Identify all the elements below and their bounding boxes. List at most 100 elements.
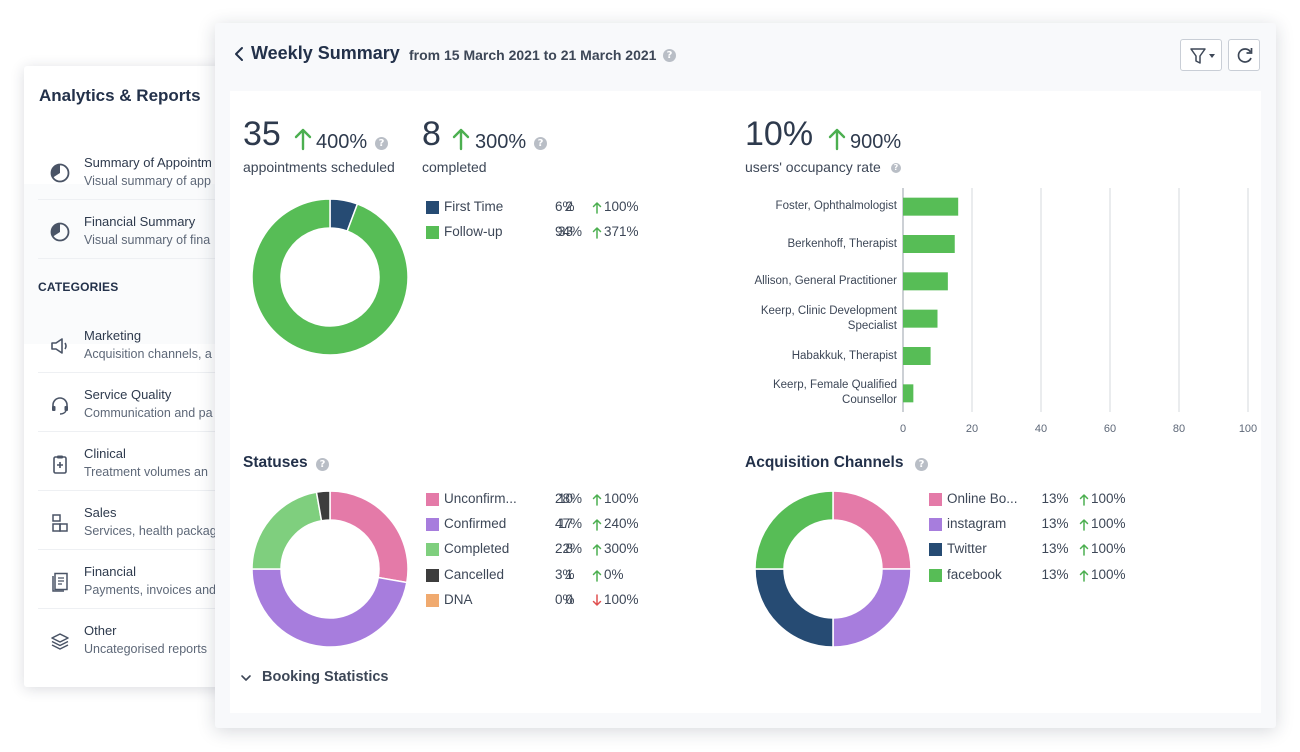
bar-category-label: Keerp, Clinic Development Specialist [760,304,897,332]
page-title: Weekly Summary [251,43,400,63]
bar[interactable] [903,309,938,328]
statuses-title: Statuses [243,454,308,471]
legend-item[interactable]: Follow-up 33 94% 371% [426,224,666,242]
legend-swatch [426,518,439,532]
legend-swatch [929,543,942,557]
donut-slice-instagram[interactable] [832,568,911,647]
chevron-left-icon[interactable] [233,45,245,63]
bar[interactable] [903,384,914,403]
legend-label: Twitter [947,541,987,557]
help-icon[interactable]: ? [375,137,388,150]
legend-percent: 3% [1049,541,1069,557]
panel-title: Analytics & Reports [39,86,201,105]
arrow-up-icon [592,519,602,531]
category-desc: Acquisition channels, a [84,347,212,361]
legend-label: First Time [444,199,504,214]
acquisition-title: Acquisition Channels [745,454,904,471]
bar-category-label: Foster, Ophthalmologist [775,200,897,213]
kpi-occupancy-label: users' occupancy rate [745,159,881,175]
legend-trend-value: 100% [604,199,639,214]
arrow-up-icon [828,128,846,151]
help-icon[interactable]: ? [316,458,329,471]
legend-swatch [426,201,439,214]
legend-item[interactable]: First Time 2 6% 100% [426,199,666,217]
category-marketing[interactable]: Marketing Acquisition channels, a [38,319,284,373]
invoice-icon [52,572,68,592]
help-icon[interactable]: ? [534,137,547,150]
help-icon[interactable]: ? [891,163,901,173]
filter-icon [1190,48,1215,64]
legend-swatch [929,493,942,506]
donut-slice-online-bo[interactable] [832,491,911,570]
category-clinical[interactable]: Clinical Treatment volumes an [38,437,284,491]
pie-chart-icon [50,222,70,242]
filter-button[interactable] [1180,39,1222,71]
report-item-appointments[interactable]: Summary of Appointm Visual summary of ap… [38,146,284,200]
legend-label: Confirmed [444,516,507,532]
category-sales[interactable]: Sales Services, health packag [38,496,284,550]
legend-count: 8 [565,541,573,557]
bar-category-label: Keerp, Female Qualified Counsellor [772,379,897,407]
category-financial[interactable]: Financial Payments, invoices and [38,555,284,609]
bar[interactable] [903,347,931,365]
arrow-up-icon [452,128,470,151]
summary-header: Weekly Summary from 15 March 2021 to 21 … [215,23,1276,89]
legend-label: instagram [947,516,1007,532]
legend-item[interactable]: Cancelled 1 3% 0% [426,567,666,585]
legend-percent: 3% [555,566,575,582]
donut-slice-confirmed[interactable] [252,568,408,647]
donut-slice-follow-up[interactable] [252,199,408,355]
report-item-financial-summary[interactable]: Financial Summary Visual summary of fina [38,205,284,259]
arrow-up-icon [294,128,312,151]
legend-label: DNA [444,591,473,607]
legend-trend-value: 100% [604,591,639,607]
arrow-down-icon [592,594,602,606]
megaphone-icon [51,338,67,354]
category-service-quality[interactable]: Service Quality Communication and pa [38,378,284,432]
legend-item[interactable]: instagram 1 3% 100% [929,516,1169,534]
kpi-scheduled-label: appointments scheduled [243,159,395,175]
legend-item[interactable]: Unconfirm... 10 28% 100% [426,491,666,509]
donut-slice-cancelled[interactable] [315,491,331,522]
donut-slice-facebook[interactable] [755,491,834,570]
legend-count: 33 [557,224,573,240]
help-icon[interactable]: ? [915,458,928,471]
legend-percent: 6% [555,199,575,214]
date-range: from 15 March 2021 to 21 March 2021 [409,47,657,63]
legend-trend-value: 100% [1091,541,1126,557]
legend-item[interactable]: Online Bo... 1 3% 100% [929,491,1169,509]
donut-slice-twitter[interactable] [755,568,834,647]
bar-category-label: Berkenhoff, Therapist [787,237,897,250]
legend-percent: 3% [1049,516,1069,532]
legend-count: 17 [557,516,573,532]
legend-item[interactable]: facebook 1 3% 100% [929,567,1169,585]
bar[interactable] [903,272,948,291]
legend-percent: 0% [555,591,575,607]
legend-swatch [929,518,942,532]
legend-item[interactable]: Completed 8 22% 300% [426,541,666,559]
legend-label: Unconfirm... [444,491,517,506]
legend-item[interactable]: Confirmed 17 47% 240% [426,516,666,534]
kpi-completed-label: completed [422,159,487,175]
legend-trend-value: 100% [1091,566,1126,582]
legend-swatch [929,568,942,582]
legend-item[interactable]: Twitter 1 3% 100% [929,541,1169,559]
legend-count: 1 [1041,541,1049,557]
report-desc: Visual summary of fina [84,233,211,247]
categories-heading: CATEGORIES [38,280,119,294]
x-tick-label: 20 [965,423,979,435]
donut-slice-completed[interactable] [252,491,323,570]
category-other[interactable]: Other Uncategorised reports [38,614,284,668]
legend-item[interactable]: DNA 0 0% 100% [426,592,666,610]
refresh-button[interactable] [1228,39,1260,71]
help-icon[interactable]: ? [663,49,676,62]
bar[interactable] [903,197,959,216]
category-title: Financial [84,564,137,579]
arrow-up-icon [592,569,602,582]
legend-trend-value: 0% [604,566,624,582]
bar[interactable] [903,235,955,253]
kpi-scheduled-change: 400% [316,131,368,153]
donut-slice-unconfirm[interactable] [329,491,408,584]
legend-count: 1 [565,566,573,582]
pie-chart-icon [50,163,70,183]
